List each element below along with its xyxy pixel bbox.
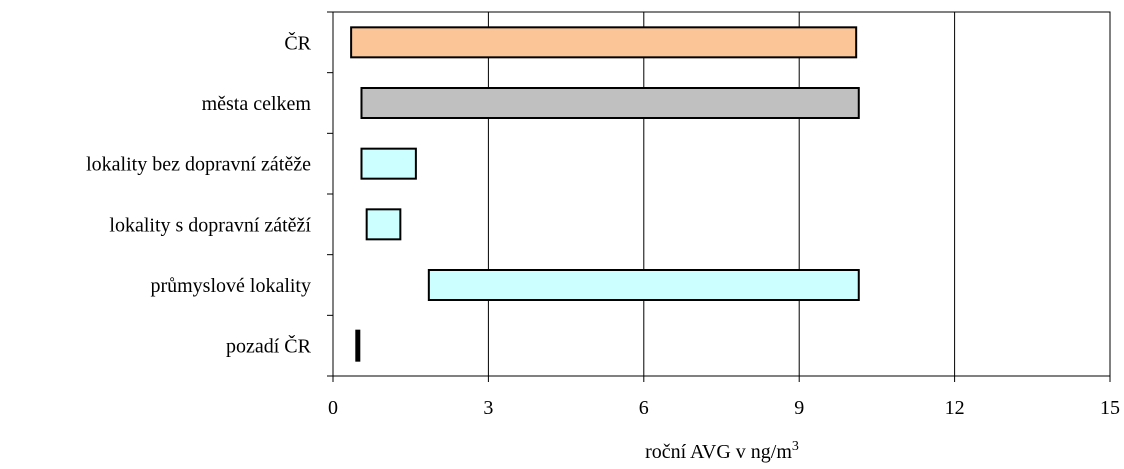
x-tick-label: 0	[328, 397, 338, 419]
axes	[327, 11, 1111, 382]
category-labels: ČR města celkem lokality bez dopravní zátě…	[86, 30, 312, 357]
x-tick-label: 3	[483, 397, 493, 419]
range-bar	[355, 329, 361, 362]
plot-frame	[332, 11, 1111, 377]
range-bar	[350, 26, 858, 59]
category-label: města celkem	[202, 93, 312, 115]
range-bar	[360, 87, 860, 119]
x-tick-labels: 0 3 6 9 12 15	[328, 397, 1120, 419]
category-label: průmyslové lokality	[150, 275, 311, 297]
category-label: pozadí ČR	[226, 334, 312, 358]
range-bar	[360, 147, 417, 180]
x-axis-title: roční AVG v ng/m3	[645, 439, 799, 463]
category-label: lokality bez dopravní zátěže	[86, 154, 311, 176]
x-tick-label: 15	[1100, 397, 1120, 419]
range-bar	[427, 269, 860, 301]
category-label: lokality s dopravní zátěží	[109, 214, 311, 236]
x-tick-label: 9	[794, 397, 804, 419]
gridlines	[487, 12, 956, 376]
range-bar	[365, 208, 402, 241]
bars	[350, 26, 860, 362]
x-tick-label: 12	[945, 397, 965, 419]
x-axis-title-superscript: 3	[792, 439, 799, 454]
x-axis-title-text: roční AVG v ng/m	[645, 441, 792, 463]
x-tick-label: 6	[639, 397, 649, 419]
category-label: ČR	[284, 30, 311, 54]
